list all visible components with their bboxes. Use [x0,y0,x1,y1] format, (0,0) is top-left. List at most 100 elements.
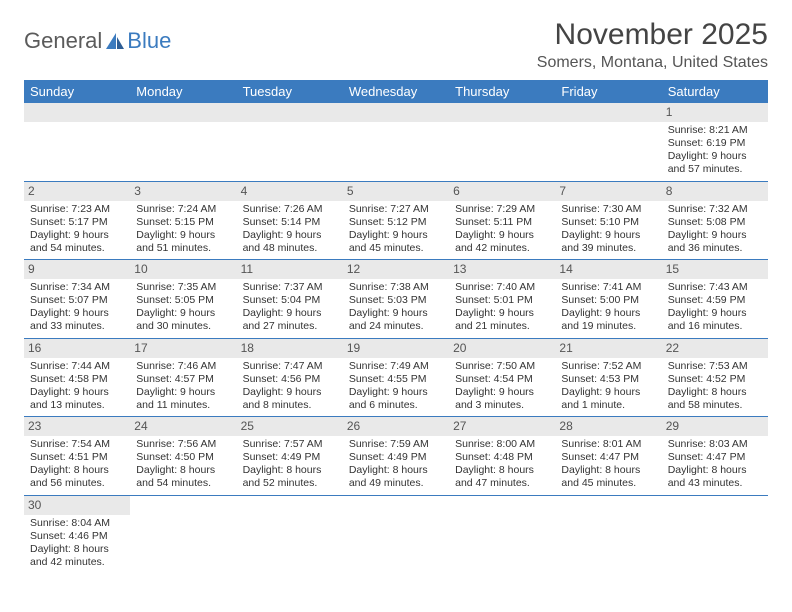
sunrise-text: Sunrise: 7:46 AM [136,360,230,373]
calendar-cell: 2Sunrise: 7:23 AMSunset: 5:17 PMDaylight… [24,181,130,260]
daylight-text: Daylight: 9 hours [136,307,230,320]
sunset-text: Sunset: 4:59 PM [668,294,762,307]
sunset-text: Sunset: 5:11 PM [455,216,549,229]
sunrise-text: Sunrise: 7:26 AM [243,203,337,216]
daylight-text: Daylight: 9 hours [561,386,655,399]
daylight-text: Daylight: 9 hours [243,386,337,399]
weekday-header: Sunday [24,80,130,103]
weekday-header: Thursday [449,80,555,103]
sunset-text: Sunset: 5:01 PM [455,294,549,307]
daylight-text: and 21 minutes. [455,320,549,333]
daylight-text: Daylight: 9 hours [243,229,337,242]
calendar-cell [237,495,343,573]
calendar-cell: 25Sunrise: 7:57 AMSunset: 4:49 PMDayligh… [237,417,343,496]
daylight-text: Daylight: 9 hours [455,229,549,242]
sunrise-text: Sunrise: 7:35 AM [136,281,230,294]
sunrise-text: Sunrise: 7:57 AM [243,438,337,451]
sunset-text: Sunset: 5:14 PM [243,216,337,229]
weekday-header: Friday [555,80,661,103]
daylight-text: and 1 minute. [561,399,655,412]
calendar-week-row: 23Sunrise: 7:54 AMSunset: 4:51 PMDayligh… [24,417,768,496]
daylight-text: Daylight: 9 hours [455,386,549,399]
day-number: 19 [343,339,449,358]
calendar-cell: 5Sunrise: 7:27 AMSunset: 5:12 PMDaylight… [343,181,449,260]
sunrise-text: Sunrise: 7:49 AM [349,360,443,373]
daylight-text: and 57 minutes. [668,163,762,176]
daylight-text: Daylight: 8 hours [136,464,230,477]
day-number: 16 [24,339,130,358]
daylight-text: and 48 minutes. [243,242,337,255]
weekday-header: Saturday [662,80,768,103]
daylight-text: Daylight: 9 hours [30,229,124,242]
sunset-text: Sunset: 4:49 PM [243,451,337,464]
logo: General Blue [24,28,171,54]
day-number: 17 [130,339,236,358]
sunset-text: Sunset: 5:03 PM [349,294,443,307]
calendar-cell: 4Sunrise: 7:26 AMSunset: 5:14 PMDaylight… [237,181,343,260]
calendar-cell: 20Sunrise: 7:50 AMSunset: 4:54 PMDayligh… [449,338,555,417]
sunrise-text: Sunrise: 7:56 AM [136,438,230,451]
calendar-cell [343,103,449,181]
daylight-text: Daylight: 9 hours [243,307,337,320]
calendar-cell: 12Sunrise: 7:38 AMSunset: 5:03 PMDayligh… [343,260,449,339]
day-number-blank [555,103,661,122]
calendar-week-row: 1Sunrise: 8:21 AMSunset: 6:19 PMDaylight… [24,103,768,181]
daylight-text: and 45 minutes. [561,477,655,490]
sunset-text: Sunset: 5:15 PM [136,216,230,229]
daylight-text: and 42 minutes. [455,242,549,255]
daylight-text: Daylight: 8 hours [455,464,549,477]
sunrise-text: Sunrise: 7:54 AM [30,438,124,451]
calendar-cell: 28Sunrise: 8:01 AMSunset: 4:47 PMDayligh… [555,417,661,496]
sunrise-text: Sunrise: 7:37 AM [243,281,337,294]
calendar-cell: 10Sunrise: 7:35 AMSunset: 5:05 PMDayligh… [130,260,236,339]
sunrise-text: Sunrise: 7:47 AM [243,360,337,373]
daylight-text: and 16 minutes. [668,320,762,333]
calendar-week-row: 2Sunrise: 7:23 AMSunset: 5:17 PMDaylight… [24,181,768,260]
sunset-text: Sunset: 4:46 PM [30,530,124,543]
calendar-cell [555,103,661,181]
day-number: 18 [237,339,343,358]
calendar-cell [662,495,768,573]
weekday-header: Wednesday [343,80,449,103]
sunrise-text: Sunrise: 7:27 AM [349,203,443,216]
sunrise-text: Sunrise: 7:52 AM [561,360,655,373]
daylight-text: and 58 minutes. [668,399,762,412]
sunset-text: Sunset: 6:19 PM [668,137,762,150]
day-number: 13 [449,260,555,279]
daylight-text: Daylight: 8 hours [30,464,124,477]
sunset-text: Sunset: 5:12 PM [349,216,443,229]
sunrise-text: Sunrise: 7:32 AM [668,203,762,216]
daylight-text: and 13 minutes. [30,399,124,412]
calendar-cell [24,103,130,181]
day-number: 3 [130,182,236,201]
sunset-text: Sunset: 4:53 PM [561,373,655,386]
sunset-text: Sunset: 4:52 PM [668,373,762,386]
calendar-cell: 21Sunrise: 7:52 AMSunset: 4:53 PMDayligh… [555,338,661,417]
title-block: November 2025 Somers, Montana, United St… [537,18,768,72]
daylight-text: and 33 minutes. [30,320,124,333]
sunrise-text: Sunrise: 7:38 AM [349,281,443,294]
day-number: 6 [449,182,555,201]
sunset-text: Sunset: 5:08 PM [668,216,762,229]
daylight-text: and 45 minutes. [349,242,443,255]
sunrise-text: Sunrise: 7:29 AM [455,203,549,216]
daylight-text: and 54 minutes. [136,477,230,490]
calendar-cell: 15Sunrise: 7:43 AMSunset: 4:59 PMDayligh… [662,260,768,339]
daylight-text: and 51 minutes. [136,242,230,255]
logo-text-1: General [24,28,102,54]
day-number: 10 [130,260,236,279]
calendar-cell: 13Sunrise: 7:40 AMSunset: 5:01 PMDayligh… [449,260,555,339]
daylight-text: Daylight: 9 hours [349,307,443,320]
calendar-cell: 29Sunrise: 8:03 AMSunset: 4:47 PMDayligh… [662,417,768,496]
sunrise-text: Sunrise: 7:53 AM [668,360,762,373]
calendar-cell [555,495,661,573]
sunrise-text: Sunrise: 7:24 AM [136,203,230,216]
sunset-text: Sunset: 4:57 PM [136,373,230,386]
daylight-text: Daylight: 8 hours [561,464,655,477]
location-text: Somers, Montana, United States [537,54,768,72]
daylight-text: and 3 minutes. [455,399,549,412]
sunset-text: Sunset: 4:54 PM [455,373,549,386]
daylight-text: Daylight: 9 hours [349,386,443,399]
day-number-blank [449,103,555,122]
sunset-text: Sunset: 4:58 PM [30,373,124,386]
